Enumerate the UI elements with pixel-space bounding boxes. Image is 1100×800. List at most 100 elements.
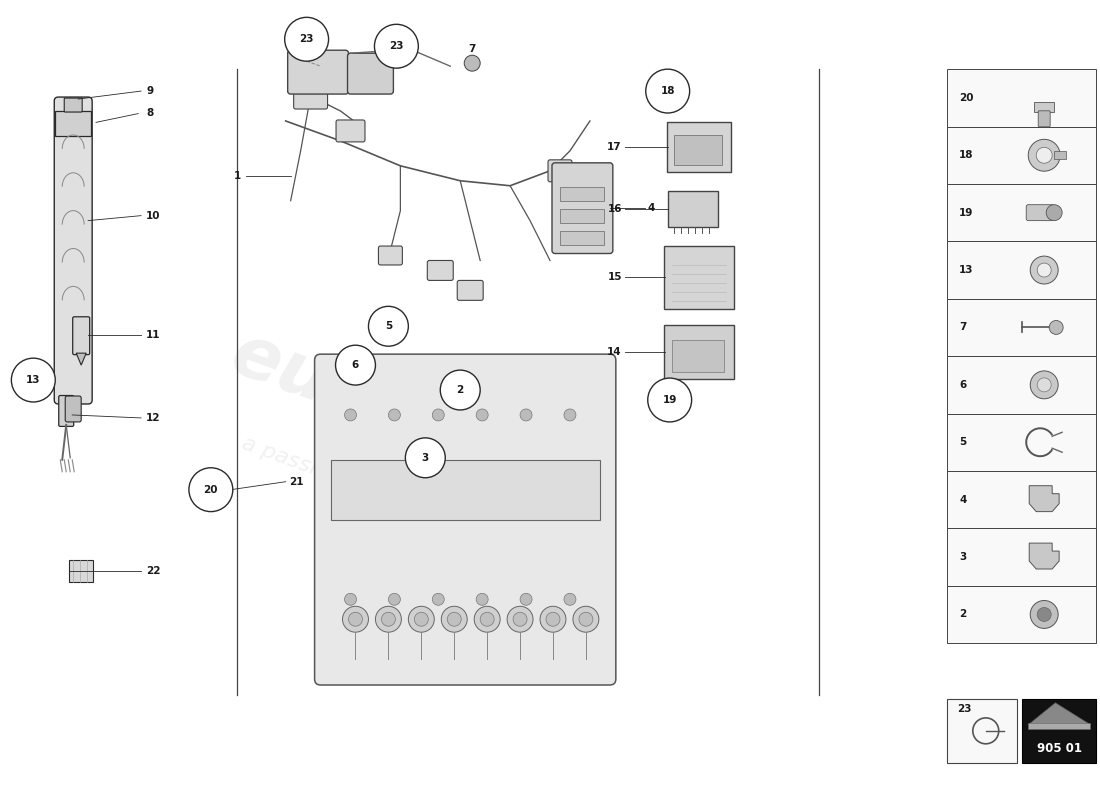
Text: 2: 2: [456, 385, 464, 395]
Text: 7: 7: [469, 44, 476, 54]
FancyBboxPatch shape: [548, 160, 572, 182]
Bar: [947, 126, 1097, 184]
Circle shape: [513, 612, 527, 626]
FancyBboxPatch shape: [73, 317, 90, 354]
Circle shape: [432, 409, 444, 421]
Circle shape: [375, 606, 402, 632]
FancyBboxPatch shape: [315, 354, 616, 685]
Circle shape: [349, 612, 363, 626]
Text: 16: 16: [607, 204, 621, 214]
Circle shape: [520, 594, 532, 606]
Bar: [947, 356, 1097, 414]
FancyBboxPatch shape: [552, 163, 613, 254]
Circle shape: [368, 306, 408, 346]
FancyBboxPatch shape: [663, 326, 734, 379]
Circle shape: [1031, 256, 1058, 284]
FancyBboxPatch shape: [560, 186, 604, 201]
Bar: [947, 184, 1097, 242]
FancyBboxPatch shape: [672, 340, 724, 372]
Text: 4: 4: [959, 494, 967, 505]
Text: 12: 12: [146, 413, 161, 423]
Circle shape: [11, 358, 55, 402]
Text: 23: 23: [299, 34, 314, 44]
Text: 4: 4: [648, 202, 656, 213]
Text: 23: 23: [389, 42, 404, 51]
Circle shape: [388, 594, 400, 606]
FancyBboxPatch shape: [64, 98, 82, 112]
FancyBboxPatch shape: [348, 54, 394, 94]
Circle shape: [440, 370, 481, 410]
FancyBboxPatch shape: [427, 261, 453, 281]
Text: 23: 23: [957, 704, 971, 714]
Text: 21: 21: [288, 477, 304, 486]
FancyBboxPatch shape: [673, 135, 722, 165]
Circle shape: [1037, 263, 1052, 277]
Circle shape: [579, 612, 593, 626]
Bar: [1028, 722, 1090, 729]
Text: 22: 22: [146, 566, 161, 577]
Text: 8: 8: [146, 108, 153, 118]
Text: 6: 6: [959, 380, 967, 390]
FancyBboxPatch shape: [1026, 205, 1054, 221]
Circle shape: [382, 612, 395, 626]
Bar: [947, 69, 1097, 126]
Circle shape: [1049, 321, 1063, 334]
Circle shape: [448, 612, 461, 626]
FancyBboxPatch shape: [1054, 151, 1066, 159]
FancyBboxPatch shape: [336, 120, 365, 142]
Circle shape: [1046, 205, 1063, 221]
Circle shape: [408, 606, 435, 632]
Polygon shape: [1030, 486, 1059, 512]
FancyBboxPatch shape: [288, 50, 349, 94]
FancyBboxPatch shape: [668, 190, 717, 226]
Circle shape: [342, 606, 369, 632]
Text: 18: 18: [660, 86, 675, 96]
Text: 18: 18: [959, 150, 974, 160]
FancyBboxPatch shape: [65, 396, 81, 422]
Circle shape: [520, 409, 532, 421]
Circle shape: [474, 606, 500, 632]
Circle shape: [415, 612, 428, 626]
Circle shape: [432, 594, 444, 606]
Circle shape: [476, 409, 488, 421]
Text: 17: 17: [607, 142, 621, 152]
Bar: [947, 471, 1097, 528]
Circle shape: [464, 55, 481, 71]
Circle shape: [540, 606, 566, 632]
Circle shape: [564, 594, 576, 606]
Circle shape: [336, 345, 375, 385]
Circle shape: [476, 594, 488, 606]
Circle shape: [573, 606, 598, 632]
Circle shape: [648, 378, 692, 422]
FancyBboxPatch shape: [1038, 111, 1050, 126]
Text: 9: 9: [146, 86, 153, 96]
Circle shape: [388, 409, 400, 421]
FancyBboxPatch shape: [560, 230, 604, 245]
Text: a passion for parts since 1985: a passion for parts since 1985: [239, 433, 562, 566]
Text: 5: 5: [959, 438, 967, 447]
Circle shape: [344, 594, 356, 606]
Text: 5: 5: [385, 322, 392, 331]
Bar: [947, 699, 1018, 762]
Circle shape: [189, 468, 233, 512]
Circle shape: [344, 409, 356, 421]
Polygon shape: [1030, 543, 1059, 569]
Text: 19: 19: [959, 208, 974, 218]
FancyBboxPatch shape: [663, 246, 734, 310]
FancyBboxPatch shape: [69, 561, 94, 582]
Circle shape: [406, 438, 446, 478]
Circle shape: [441, 606, 468, 632]
FancyBboxPatch shape: [560, 209, 604, 222]
FancyBboxPatch shape: [55, 111, 91, 136]
Text: 7: 7: [959, 322, 967, 333]
Polygon shape: [1028, 703, 1090, 725]
Text: 11: 11: [146, 330, 161, 340]
Polygon shape: [76, 353, 86, 365]
Bar: [1022, 699, 1097, 762]
Text: 14: 14: [607, 347, 621, 357]
FancyBboxPatch shape: [458, 281, 483, 300]
Text: 20: 20: [204, 485, 218, 494]
Text: 13: 13: [26, 375, 41, 385]
FancyBboxPatch shape: [331, 460, 600, 519]
Circle shape: [1031, 601, 1058, 629]
